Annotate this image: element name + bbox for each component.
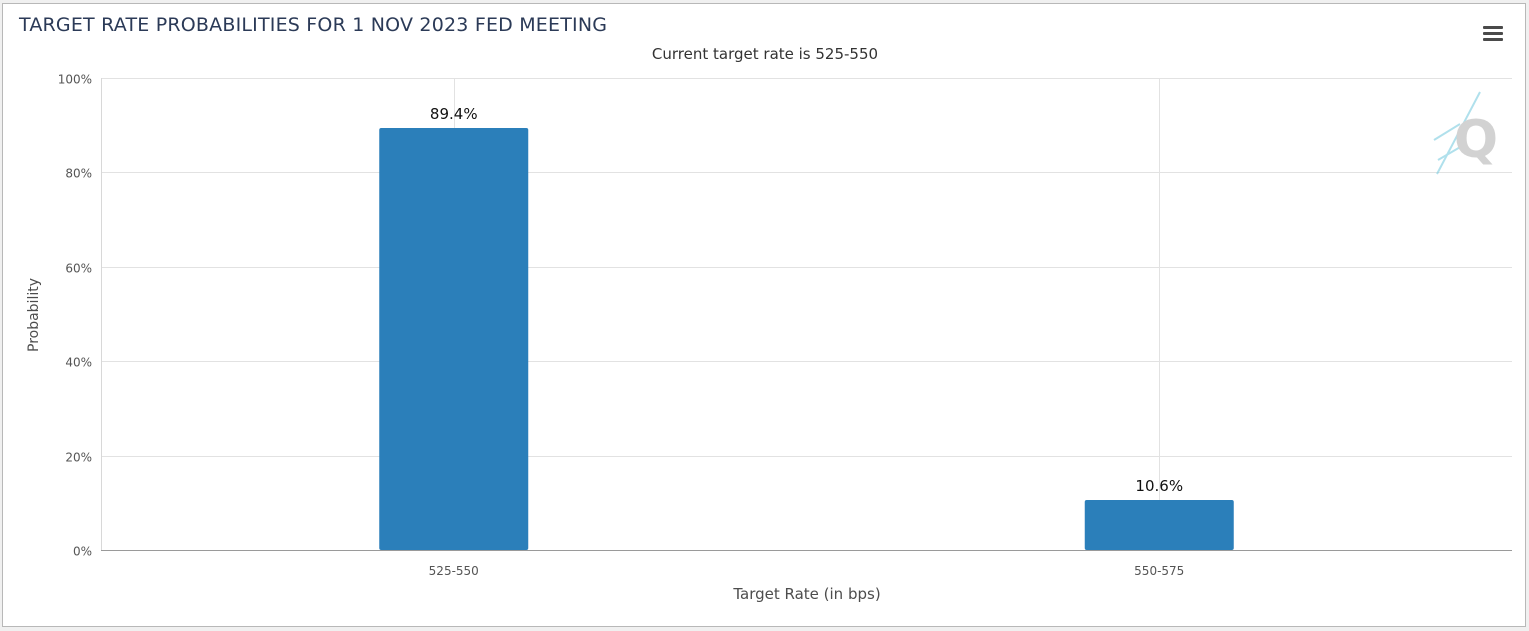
chart-container: TARGET RATE PROBABILITIES FOR 1 NOV 2023…	[2, 3, 1526, 627]
y-tick-label: 20%	[65, 451, 92, 465]
data-label: 10.6%	[1135, 477, 1183, 495]
hamburger-menu-icon[interactable]	[1483, 24, 1509, 48]
bar-550-575[interactable]	[1084, 499, 1234, 550]
watermark-streaks-icon	[1433, 91, 1481, 175]
data-labels: 89.4% 10.6%	[430, 105, 1183, 495]
x-tick-label: 550-575	[1134, 564, 1184, 578]
chart-subtitle: Current target rate is 525-550	[652, 45, 878, 63]
x-tick-label: 525-550	[429, 564, 479, 578]
y-tick-label: 40%	[65, 356, 92, 370]
y-tick-label: 100%	[58, 73, 92, 87]
y-axis-tick-labels: 0% 20% 40% 60% 80% 100%	[58, 73, 92, 559]
bar-525-550[interactable]	[379, 128, 529, 551]
y-tick-label: 0%	[73, 545, 92, 559]
watermark-letter: Q	[1454, 110, 1498, 170]
y-tick-label: 80%	[65, 167, 92, 181]
data-label: 89.4%	[430, 105, 478, 123]
y-axis-title: Probability	[26, 278, 42, 352]
y-tick-label: 60%	[65, 262, 92, 276]
chart-title: TARGET RATE PROBABILITIES FOR 1 NOV 2023…	[19, 14, 608, 36]
x-axis-title: Target Rate (in bps)	[732, 585, 880, 603]
watermark-logo: Q	[1433, 91, 1498, 175]
bars	[379, 128, 1234, 551]
gridlines	[101, 78, 1512, 551]
x-axis-tick-labels: 525-550 550-575	[429, 564, 1185, 578]
